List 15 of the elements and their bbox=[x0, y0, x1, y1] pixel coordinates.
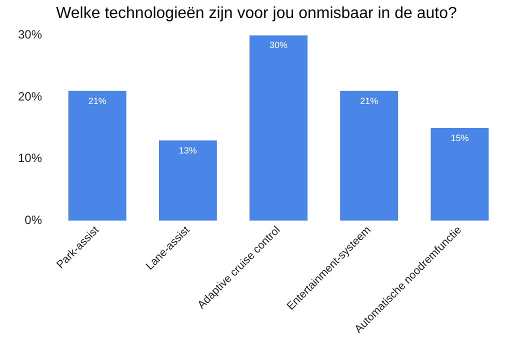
bar bbox=[250, 35, 308, 221]
data-label: 15% bbox=[450, 132, 469, 143]
data-label: 21% bbox=[88, 96, 106, 106]
y-tick-label: 20% bbox=[18, 89, 42, 104]
y-tick-label: 30% bbox=[18, 28, 42, 42]
chart-title: Welke technologieën zijn voor jou onmisbaar in de auto? bbox=[56, 5, 458, 22]
data-label: 21% bbox=[360, 96, 378, 106]
y-tick-label: 10% bbox=[18, 151, 42, 166]
bar bbox=[68, 90, 126, 221]
y-tick-label: 0% bbox=[24, 213, 42, 228]
bar bbox=[158, 140, 217, 221]
bar bbox=[340, 90, 398, 221]
data-label: 30% bbox=[270, 40, 288, 50]
bar bbox=[430, 128, 489, 221]
data-label: 13% bbox=[178, 145, 197, 156]
